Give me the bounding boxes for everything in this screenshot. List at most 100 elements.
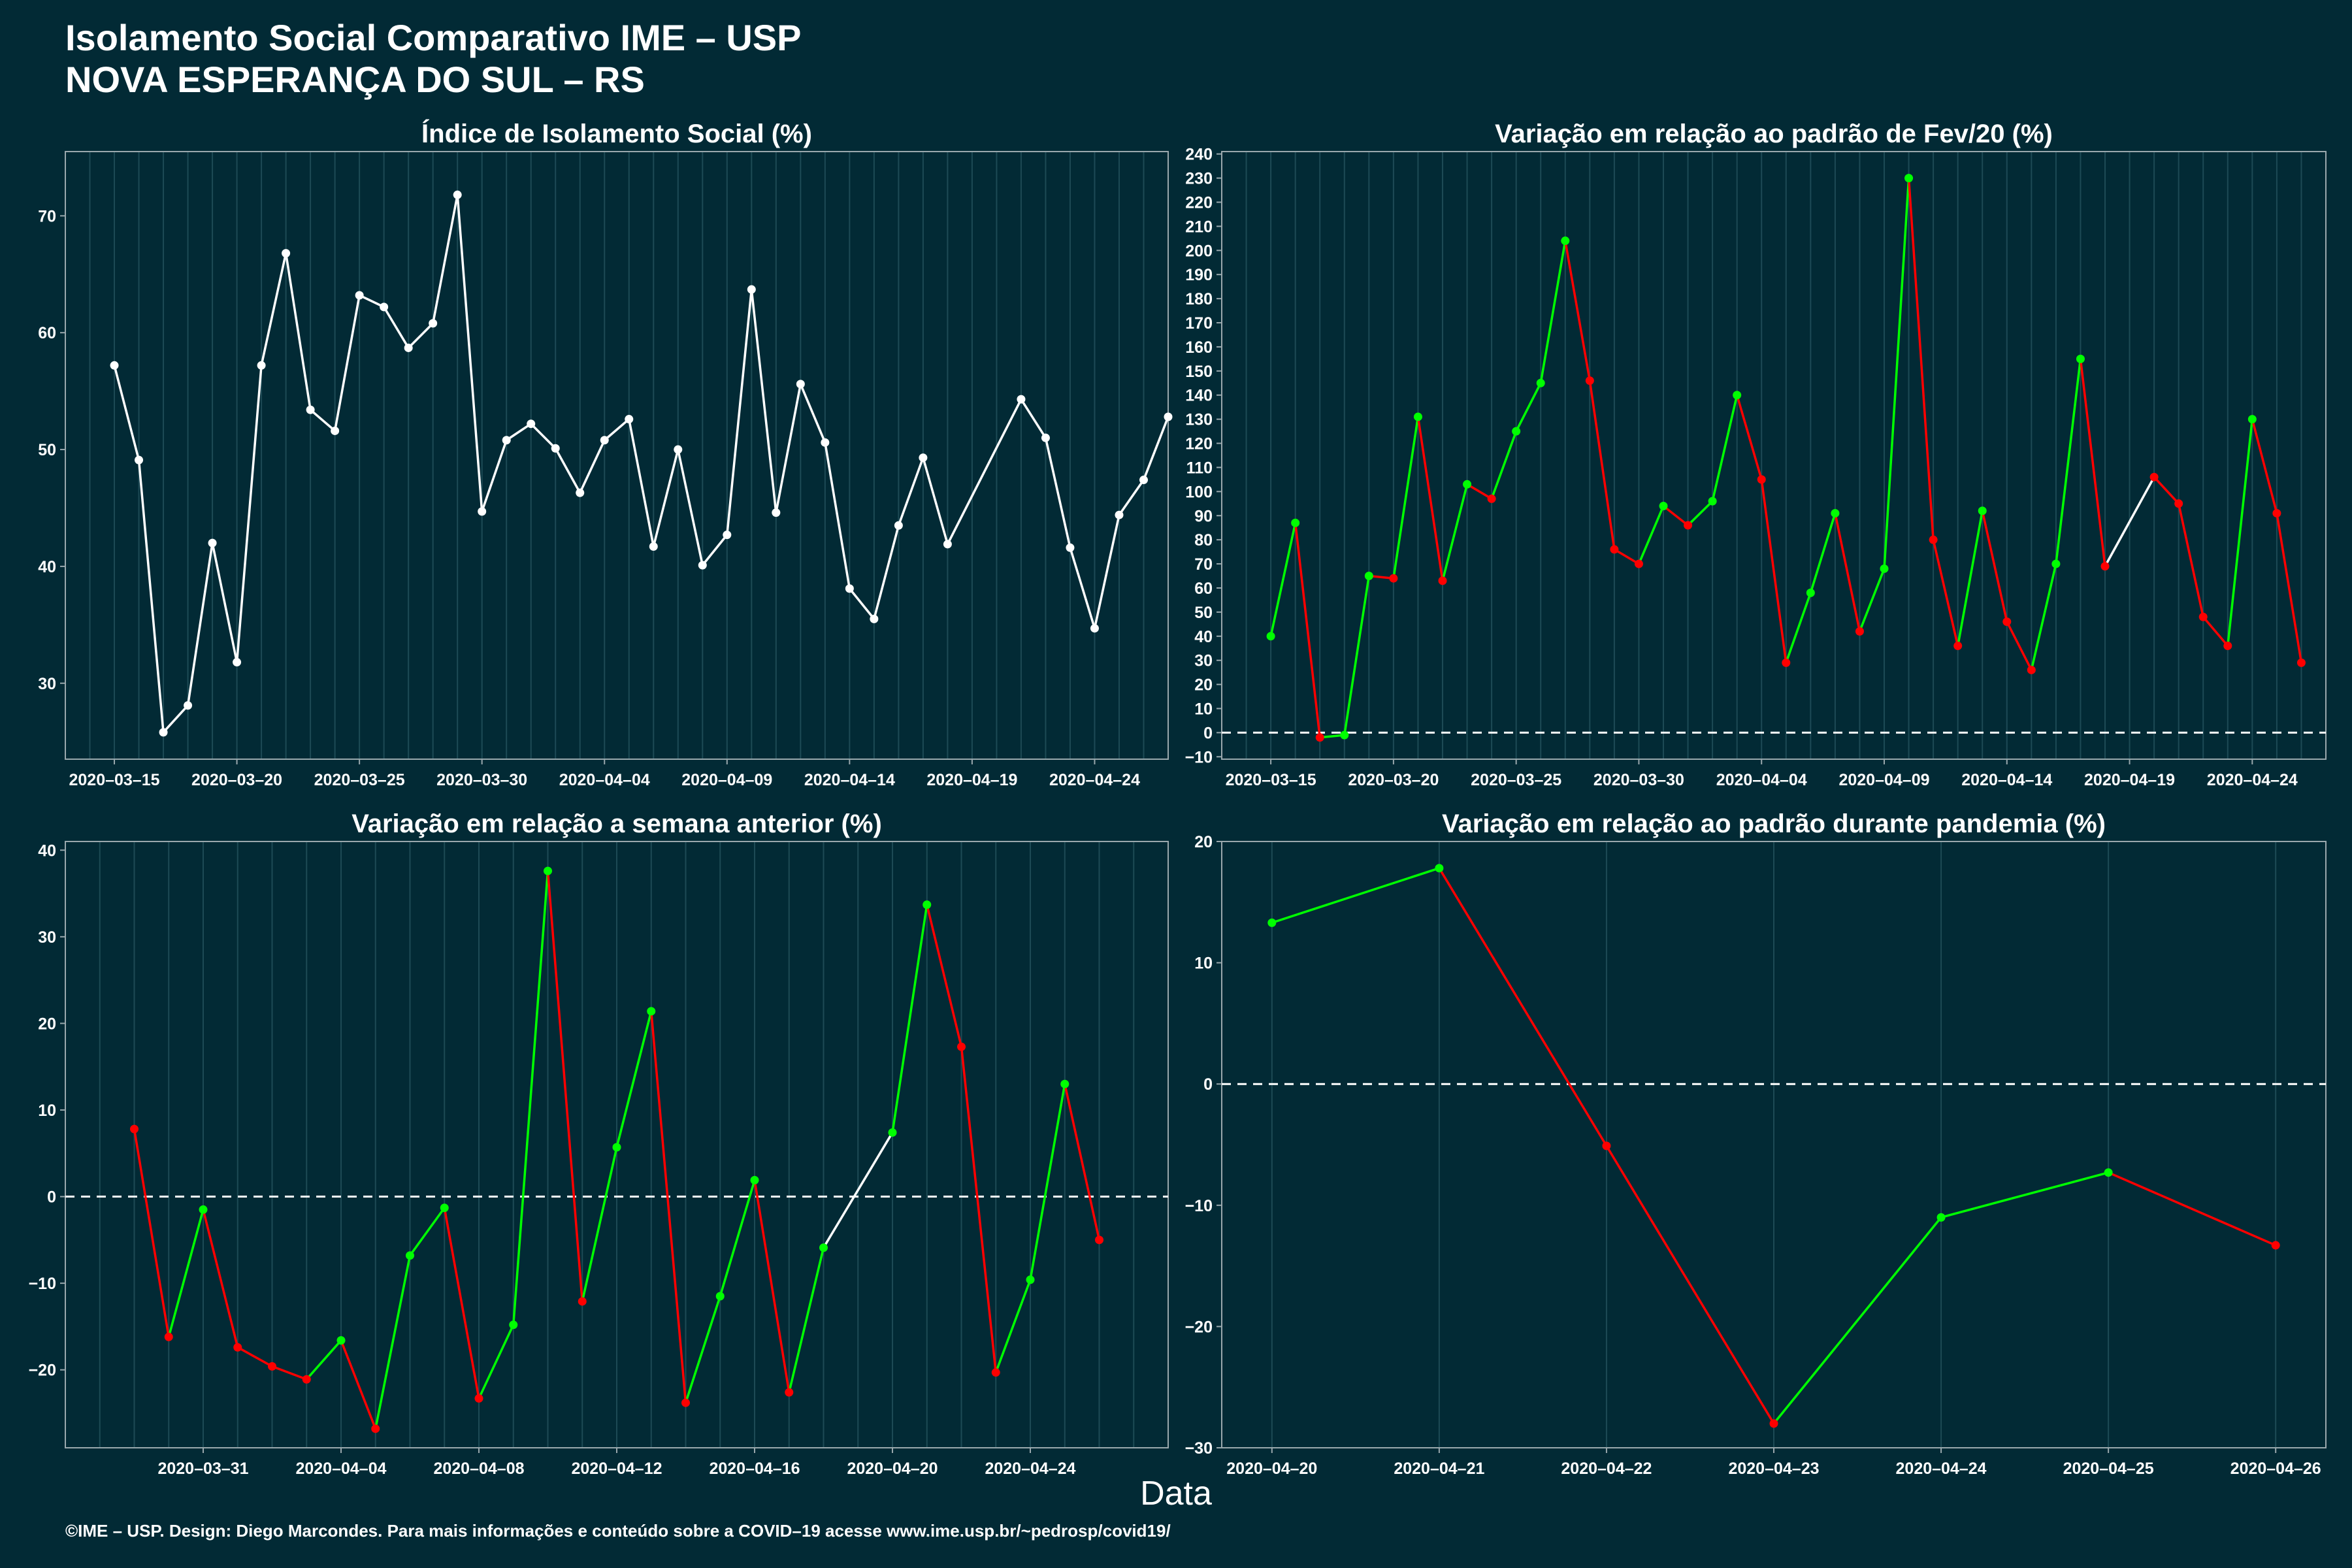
data-point: [576, 488, 585, 497]
series-segment: [1858, 568, 1886, 632]
y-tick-label: 70: [38, 207, 56, 225]
data-point: [943, 540, 952, 549]
series-segment: [891, 904, 928, 1133]
y-tick-label: 80: [1194, 531, 1213, 549]
data-point: [199, 1205, 208, 1214]
data-point: [1389, 574, 1398, 583]
data-point: [1095, 1235, 1103, 1245]
y-tick-label: 60: [1194, 580, 1213, 598]
x-tick-label: 2020–04–04: [295, 1460, 386, 1478]
data-point: [919, 453, 928, 463]
data-point: [1315, 733, 1324, 742]
series-segment: [2055, 359, 2082, 564]
series-segment: [1932, 539, 1959, 646]
data-point: [135, 455, 144, 465]
series-segment: [1441, 483, 1469, 581]
data-point: [164, 1332, 173, 1341]
data-point: [888, 1128, 897, 1137]
data-point: [1855, 627, 1864, 636]
data-point: [1757, 475, 1766, 484]
data-point: [2027, 665, 2036, 674]
y-tick-label: −30: [1185, 1439, 1213, 1458]
data-point: [1904, 174, 1914, 183]
data-point: [208, 538, 217, 547]
series-segment: [788, 1247, 825, 1393]
x-tick-label: 2020–04–24: [985, 1460, 1075, 1478]
series-segment: [1515, 382, 1542, 432]
series-segment: [1392, 416, 1420, 579]
data-point: [1139, 476, 1148, 485]
data-point: [233, 1343, 242, 1352]
series-segment: [309, 408, 336, 432]
y-tick-label: 10: [1194, 700, 1213, 719]
y-tick-label: 40: [38, 558, 56, 576]
data-point: [1487, 494, 1496, 503]
series-segment: [1687, 500, 1714, 527]
series-segment: [2276, 513, 2303, 663]
series-line: [1269, 178, 2303, 739]
x-tick-label: 2020–04–14: [804, 771, 895, 789]
data-point: [478, 507, 487, 516]
series-segment: [873, 525, 900, 619]
y-tick-label: 40: [38, 841, 56, 860]
series-line: [1271, 867, 2276, 1424]
series-segment: [1735, 395, 1763, 480]
series-segment: [235, 365, 263, 662]
x-tick-label: 2020–03–15: [69, 771, 159, 789]
y-tick-label: 0: [1203, 724, 1213, 742]
series-segment: [2030, 563, 2057, 670]
y-tick-label: 30: [1194, 652, 1213, 670]
data-point: [2104, 1168, 2113, 1177]
series-segment: [1883, 178, 1910, 569]
y-tick-label: 0: [1203, 1075, 1213, 1094]
series-segment: [431, 194, 459, 324]
data-point: [1115, 510, 1124, 519]
y-tick-label: 20: [38, 1015, 56, 1033]
data-point: [2272, 509, 2281, 518]
data-point: [796, 380, 805, 389]
y-tick-label: 190: [1185, 266, 1213, 284]
x-tick-label: 2020–03–20: [1348, 771, 1439, 789]
data-point: [612, 1143, 621, 1152]
data-point: [1733, 391, 1742, 400]
x-tick-label: 2020–04–26: [2230, 1460, 2321, 1478]
data-point: [1435, 864, 1444, 873]
data-point: [2100, 562, 2110, 571]
chart-panel-pandemia: Variação em relação ao padrão durante pa…: [1185, 809, 2327, 1478]
series-segment: [824, 442, 851, 589]
series-points: [110, 190, 1173, 737]
data-point: [681, 1398, 690, 1407]
series-segment: [701, 534, 728, 566]
data-point: [306, 405, 315, 414]
series-segment: [1416, 416, 1444, 581]
data-point: [502, 436, 511, 445]
data-point: [821, 438, 830, 447]
data-point: [1291, 518, 1300, 527]
data-point: [625, 415, 634, 424]
series-segment: [271, 1365, 307, 1380]
series-segment: [481, 440, 508, 512]
series-segment: [374, 1255, 412, 1429]
data-point: [2149, 472, 2159, 482]
series-segment: [946, 399, 1022, 545]
series-segment: [1294, 523, 1321, 738]
data-point: [1634, 559, 1643, 568]
data-point: [1936, 1213, 1946, 1222]
data-point: [1880, 564, 1889, 573]
series-points: [1266, 174, 2306, 742]
x-tick-label: 2020–03–15: [1226, 771, 1316, 789]
series-segment: [750, 289, 777, 513]
data-point: [110, 361, 119, 370]
data-point: [723, 531, 732, 540]
series-segment: [677, 449, 704, 566]
data-point: [1536, 378, 1545, 387]
series-segment: [652, 449, 679, 547]
y-tick-label: 10: [38, 1102, 56, 1120]
series-segment: [1772, 1217, 1942, 1424]
series-segment: [1539, 240, 1567, 384]
data-point: [1066, 543, 1075, 552]
data-point: [404, 343, 413, 352]
series-segment: [1588, 380, 1616, 550]
series-segment: [926, 904, 963, 1047]
data-point: [1929, 535, 1938, 544]
